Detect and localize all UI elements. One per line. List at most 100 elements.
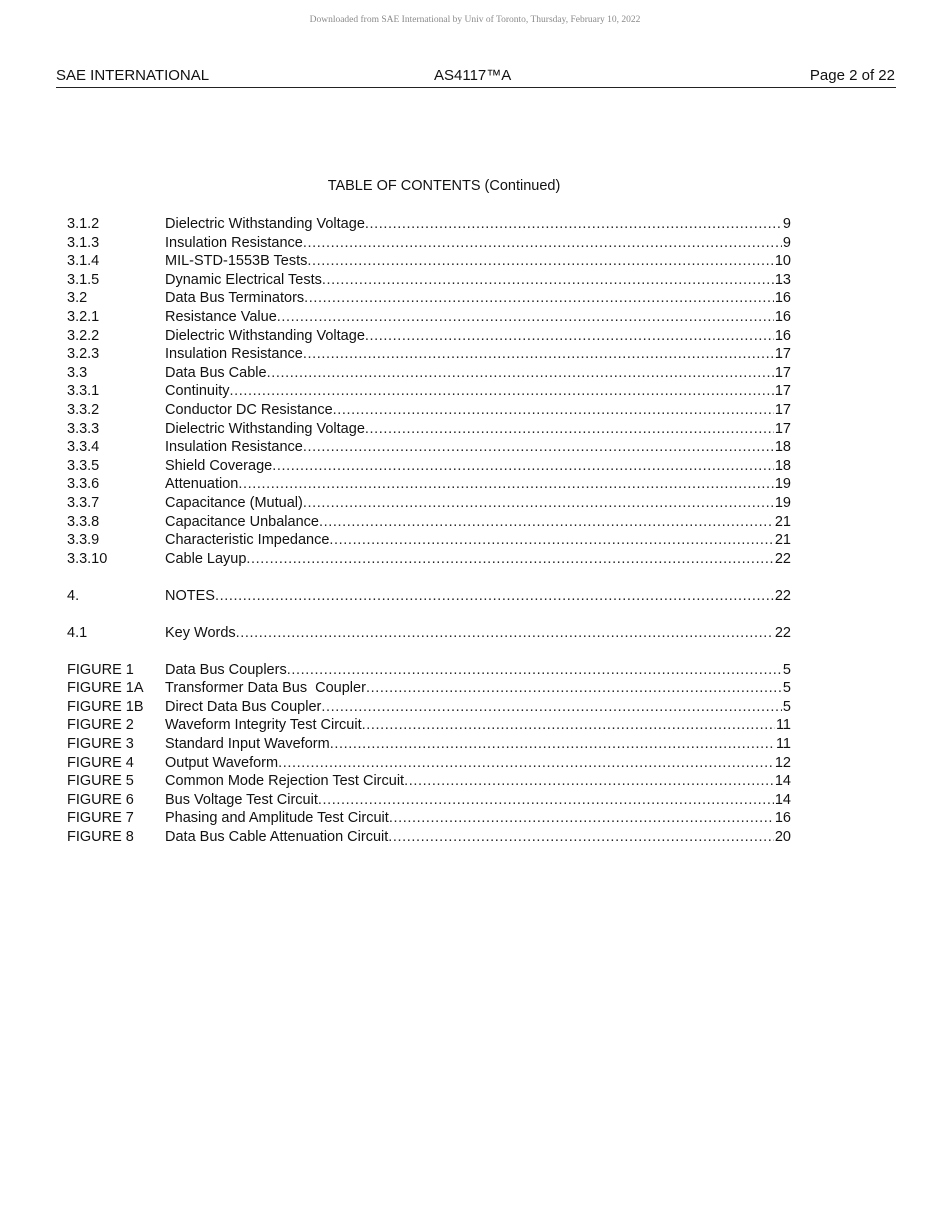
toc-entry-title: Dielectric Withstanding Voltage bbox=[165, 327, 365, 344]
toc-leader-dots bbox=[303, 345, 774, 364]
toc-entry[interactable]: 3.3.10 Cable Layup 22 bbox=[67, 550, 791, 569]
toc-entry-number: 4. bbox=[67, 587, 80, 604]
toc-entry-title: Dielectric Withstanding Voltage bbox=[165, 216, 365, 232]
toc-entry-page: 16 bbox=[774, 810, 791, 827]
toc-entry-page: 13 bbox=[774, 271, 791, 288]
toc-entry[interactable]: 3.2 Data Bus Terminators 16 bbox=[67, 289, 791, 308]
toc-entry-page: 16 bbox=[774, 308, 791, 325]
toc-entry[interactable]: 3.3.1 Continuity 17 bbox=[67, 382, 791, 401]
toc-entry-number: 3.3.8 bbox=[67, 513, 100, 530]
toc-entry-number: FIGURE 1B bbox=[67, 698, 144, 715]
toc-group: 4. NOTES 22 bbox=[67, 587, 791, 606]
toc-entry-title: Direct Data Bus Coupler bbox=[165, 698, 322, 715]
toc-entry-title: Output Waveform bbox=[165, 754, 279, 771]
toc-entry-title: Phasing and Amplitude Test Circuit bbox=[165, 810, 389, 827]
toc-entry-page: 22 bbox=[774, 587, 791, 604]
toc-entry[interactable]: 3.1.5 Dynamic Electrical Tests 13 bbox=[67, 271, 791, 290]
toc-entry-number: 3.3.5 bbox=[67, 457, 100, 474]
toc-leader-dots bbox=[322, 271, 774, 290]
toc-entry[interactable]: 4.1 Key Words 22 bbox=[67, 624, 791, 643]
toc-entry-number: 3.3.7 bbox=[67, 494, 100, 511]
toc-entry[interactable]: 3.2.2 Dielectric Withstanding Voltage 16 bbox=[67, 327, 791, 346]
toc-entry-page: 10 bbox=[774, 253, 791, 270]
toc-entry[interactable]: FIGURE 1 Data Bus Couplers 5 bbox=[67, 661, 791, 680]
toc-entry[interactable]: 3.3.9 Characteristic Impedance 21 bbox=[67, 531, 791, 550]
toc-entry[interactable]: 3.3.6 Attenuation 19 bbox=[67, 475, 791, 494]
toc-entry-page: 14 bbox=[774, 791, 791, 808]
toc-leader-dots bbox=[272, 457, 774, 476]
toc-entry-number: 3.3.6 bbox=[67, 476, 100, 493]
toc-entry-title: Dielectric Withstanding Voltage bbox=[165, 420, 365, 437]
toc-entry[interactable]: 3.3.2 Conductor DC Resistance 17 bbox=[67, 401, 791, 420]
toc-entry-page: 14 bbox=[774, 773, 791, 790]
toc-entry[interactable]: 3.1.3 Insulation Resistance 9 bbox=[67, 234, 791, 253]
toc-entry[interactable]: 3.3.8 Capacitance Unbalance 21 bbox=[67, 513, 791, 532]
toc-leader-dots bbox=[307, 252, 773, 271]
toc-entry-number: 3.3.9 bbox=[67, 532, 100, 549]
toc-entry-number: 3.3.10 bbox=[67, 550, 108, 567]
toc-entry-number: 3.3.4 bbox=[67, 439, 100, 456]
toc-entry-title: Insulation Resistance bbox=[165, 346, 303, 363]
toc-entry[interactable]: FIGURE 5 Common Mode Rejection Test Circu… bbox=[67, 772, 791, 791]
toc-entry[interactable]: 3.3.4 Insulation Resistance 18 bbox=[67, 438, 791, 457]
toc-entry-page: 18 bbox=[774, 457, 791, 474]
toc-entry-page: 11 bbox=[775, 717, 791, 734]
toc-entry-page: 17 bbox=[774, 364, 791, 381]
toc-entry-number: FIGURE 2 bbox=[67, 717, 134, 734]
toc-entry[interactable]: FIGURE 1A Transformer Data Bus Coupler 5 bbox=[67, 679, 791, 698]
toc-entry-page: 9 bbox=[782, 234, 791, 251]
toc-entry-title: Attenuation bbox=[165, 476, 239, 493]
toc-entry-page: 22 bbox=[774, 624, 791, 641]
toc-leader-dots bbox=[215, 587, 774, 606]
toc-entry-page: 17 bbox=[774, 401, 791, 418]
toc-entry-page: 9 bbox=[782, 216, 791, 232]
toc-leader-dots bbox=[238, 475, 773, 494]
toc-leader-dots bbox=[365, 420, 774, 439]
toc-entry-number: 3.1.2 bbox=[67, 216, 100, 232]
toc-leader-dots bbox=[277, 308, 774, 327]
toc-entry[interactable]: 3.3.5 Shield Coverage 18 bbox=[67, 457, 791, 476]
toc-entry-title: Key Words bbox=[165, 624, 236, 641]
toc-entry[interactable]: FIGURE 1B Direct Data Bus Coupler 5 bbox=[67, 698, 791, 717]
toc-entry-page: 5 bbox=[782, 661, 791, 678]
toc-entry[interactable]: FIGURE 8 Data Bus Cable Attenuation Circu… bbox=[67, 828, 791, 847]
toc-entry-number: 4.1 bbox=[67, 624, 88, 641]
toc-entry[interactable]: FIGURE 3 Standard Input Waveform 11 bbox=[67, 735, 791, 754]
toc-entry-page: 16 bbox=[774, 290, 791, 307]
toc-leader-dots bbox=[287, 661, 782, 680]
toc-entry-title: Shield Coverage bbox=[165, 457, 273, 474]
toc-entry[interactable]: FIGURE 6 Bus Voltage Test Circuit 14 bbox=[67, 791, 791, 810]
toc-entry-page: 11 bbox=[775, 736, 791, 753]
toc-entry[interactable]: 3.1.2 Dielectric Withstanding Voltage 9 bbox=[67, 215, 791, 234]
toc-entry-title: NOTES bbox=[165, 587, 215, 604]
toc-entry-title: Characteristic Impedance bbox=[165, 532, 330, 549]
toc-entry-number: 3.3.3 bbox=[67, 420, 100, 437]
toc-entry[interactable]: 3.1.4 MIL-STD-1553B Tests 10 bbox=[67, 252, 791, 271]
toc-entry[interactable]: 3.3.3 Dielectric Withstanding Voltage 17 bbox=[67, 420, 791, 439]
toc-entry[interactable]: FIGURE 4 Output Waveform 12 bbox=[67, 754, 791, 773]
toc-entry[interactable]: 3.3 Data Bus Cable 17 bbox=[67, 364, 791, 383]
toc-entry[interactable]: 3.3.7 Capacitance (Mutual) 19 bbox=[67, 494, 791, 513]
toc-entry-title: Data Bus Cable Attenuation Circuit bbox=[165, 828, 389, 845]
toc-entry-number: FIGURE 8 bbox=[67, 828, 134, 845]
toc-entry-page: 18 bbox=[774, 439, 791, 456]
toc-leader-dots bbox=[366, 679, 782, 698]
toc-entry[interactable]: 3.2.3 Insulation Resistance 17 bbox=[67, 345, 791, 364]
toc-entry-title: Continuity bbox=[165, 383, 230, 400]
toc-entry-number: FIGURE 5 bbox=[67, 773, 134, 790]
toc-entry[interactable]: FIGURE 7 Phasing and Amplitude Test Circu… bbox=[67, 809, 791, 828]
toc-leader-dots bbox=[229, 382, 773, 401]
toc-leader-dots bbox=[236, 624, 774, 643]
toc-leader-dots bbox=[303, 234, 782, 253]
toc-entry[interactable]: FIGURE 2 Waveform Integrity Test Circuit 1… bbox=[67, 716, 791, 735]
toc-group: 4.1 Key Words 22 bbox=[67, 624, 791, 643]
toc-entry-page: 16 bbox=[774, 327, 791, 344]
toc-entry-page: 22 bbox=[774, 550, 791, 567]
toc-entry[interactable]: 4. NOTES 22 bbox=[67, 587, 791, 606]
toc-entry[interactable]: 3.2.1 Resistance Value 16 bbox=[67, 308, 791, 327]
toc-entry-title: Data Bus Cable bbox=[165, 364, 267, 381]
toc-entry-page: 17 bbox=[774, 383, 791, 400]
toc-entry-title: Resistance Value bbox=[165, 308, 277, 325]
